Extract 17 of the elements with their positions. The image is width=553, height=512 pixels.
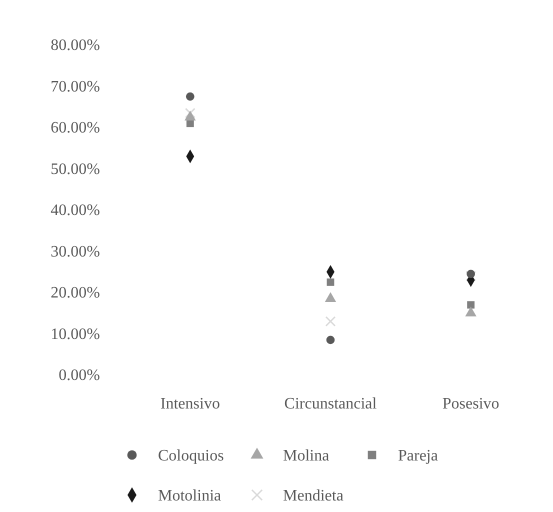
legend-label: Motolinia xyxy=(158,488,222,505)
x-tick-label: Intensivo xyxy=(160,395,220,412)
y-tick-label: 0.00% xyxy=(58,367,100,384)
legend-label: Molina xyxy=(283,448,330,465)
y-tick-label: 80.00% xyxy=(50,37,100,54)
y-tick-label: 10.00% xyxy=(50,326,100,343)
legend-label: Coloquios xyxy=(158,448,224,465)
legend-label: Mendieta xyxy=(283,488,344,505)
y-tick-label: 50.00% xyxy=(50,160,100,178)
x-tick-label: Circunstancial xyxy=(284,395,378,412)
y-tick-label: 70.00% xyxy=(50,78,100,96)
y-tick-label: 40.00% xyxy=(50,202,100,220)
y-tick-label: 30.00% xyxy=(50,243,100,260)
legend-label: Pareja xyxy=(398,448,438,465)
y-tick-label: 60.00% xyxy=(50,120,100,137)
x-tick-label: Posesivo xyxy=(442,395,500,412)
y-tick-label: 20.00% xyxy=(50,284,100,302)
